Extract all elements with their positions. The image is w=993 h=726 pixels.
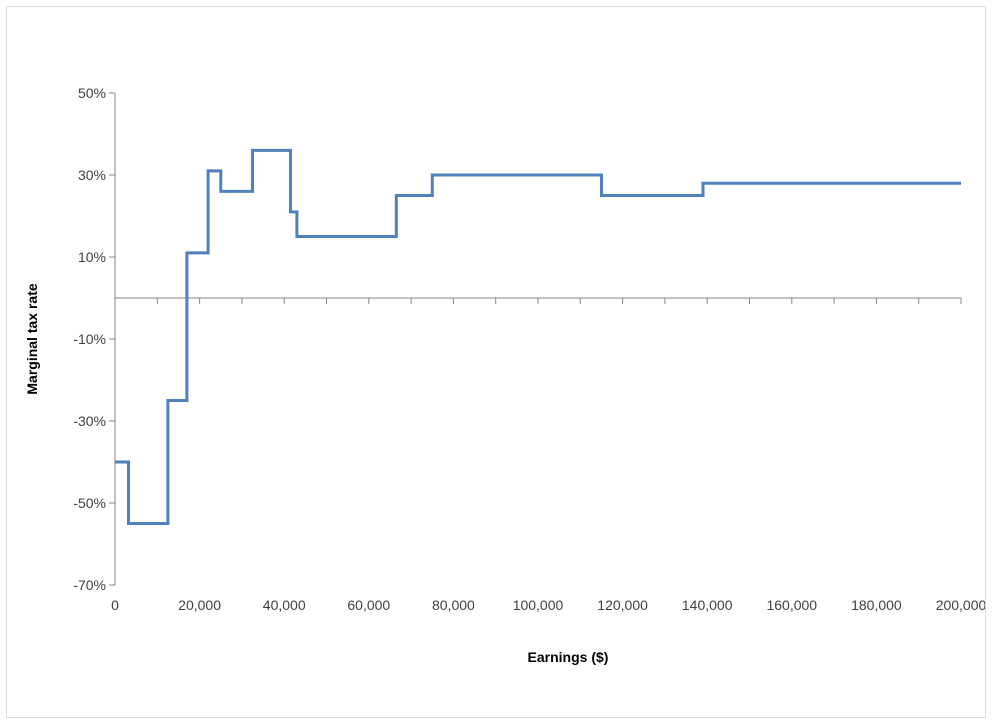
y-axis-title: Marginal tax rate (24, 283, 40, 394)
x-tick-label: 20,000 (178, 597, 221, 613)
y-tick-label: -30% (73, 413, 106, 429)
series-layer (115, 148, 961, 525)
y-axis: 50% 30% 10% -10% -30% -50% -70% (73, 85, 116, 593)
series-line (115, 148, 961, 525)
x-tick-label: 140,000 (682, 597, 733, 613)
x-tick-label: 160,000 (766, 597, 817, 613)
chart-frame: 50% 30% 10% -10% -30% -50% -70% 0 20,000 40,000 6… (6, 6, 986, 718)
y-tick-label: -10% (73, 331, 106, 347)
x-axis: 0 20,000 40,000 60,000 80,000 100,000 120,000 1… (111, 297, 985, 613)
y-tick-label: 50% (78, 85, 106, 101)
x-tick-label: 200,000 (936, 597, 985, 613)
x-tick-label: 120,000 (597, 597, 648, 613)
x-tick-label: 60,000 (347, 597, 390, 613)
x-tick-label: 0 (111, 597, 119, 613)
y-tick-label: 10% (78, 249, 106, 265)
y-tick-label: -50% (73, 495, 106, 511)
x-tick-label: 80,000 (432, 597, 475, 613)
x-tick-label: 180,000 (851, 597, 902, 613)
y-tick-label: 30% (78, 167, 106, 183)
x-tick-label: 40,000 (263, 597, 306, 613)
marginal-tax-chart: 50% 30% 10% -10% -30% -50% -70% 0 20,000 40,000 6… (24, 85, 985, 665)
y-tick-label: -70% (73, 577, 106, 593)
x-axis-title: Earnings ($) (528, 649, 609, 665)
x-tick-label: 100,000 (513, 597, 564, 613)
